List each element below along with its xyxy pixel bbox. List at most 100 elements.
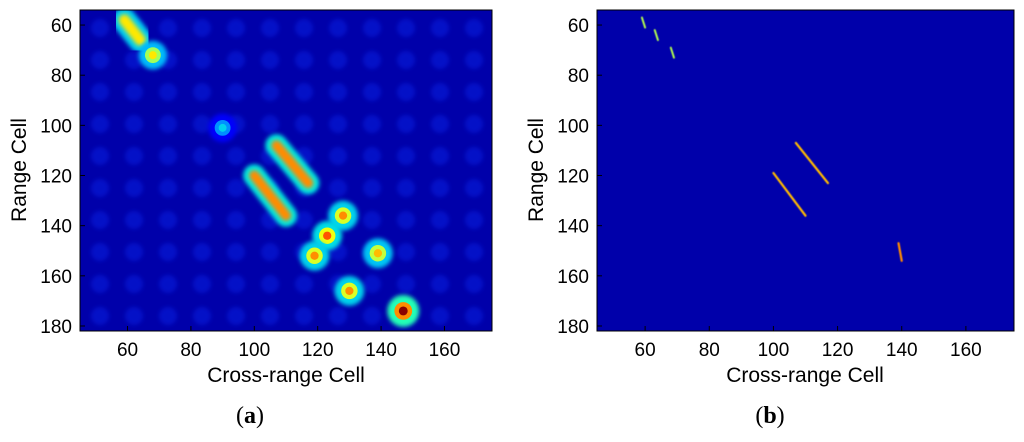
panel-a-sidelobe [397,83,415,101]
panel-a-point-core-6 [345,286,354,295]
panel-b-plot-area [597,10,1014,331]
panel-a-sidelobe [329,115,347,133]
panel-b-segment-5 [794,141,830,185]
panel-a-x-tick-label: 160 [429,340,461,361]
panel-a-sidelobe [397,51,415,69]
panel-a-sidelobe [125,275,143,293]
panel-a-point-core-2 [338,211,348,220]
panel-a-y-tick-label: 60 [51,16,72,37]
panel-a-point-core-0 [148,51,157,60]
panel-b-x-tick-label: 160 [950,340,982,361]
panel-b-ticks: 60 80 100 120 140 160 60 80 100 120 140 160 180 [557,16,981,361]
panel-b-segment-0 [640,16,647,29]
panel-a-sidelobe [431,83,449,101]
panel-a-sidelobe [465,147,483,165]
panel-a-sidelobe [193,179,211,197]
panel-a-sidelobe [227,211,245,229]
panel-a-sidelobe [193,307,211,325]
panel-a-sidelobe [363,275,381,293]
panel-a-sidelobe [193,275,211,293]
panel-a-sidelobe [227,19,245,37]
panel-a-sidelobe [261,243,279,261]
panel-b-x-tick-label: 100 [758,340,790,361]
panel-a-sidelobe [159,275,177,293]
panel-a-sidelobe [193,211,211,229]
panel-a-sidelobe [295,275,313,293]
panel-a-sidelobe [329,179,347,197]
panel-b-y-tick-label: 100 [557,116,589,137]
panel-a-sidelobe [397,275,415,293]
panel-b-y-tick-label: 120 [557,167,589,188]
panel-a-sidelobe [91,275,109,293]
panel-a-sidelobe [193,51,211,69]
panel-a-sidelobe [125,115,143,133]
panel-a-point-core-1 [218,123,227,132]
panel-b-x-axis-label: Cross-range Cell [726,364,884,387]
panel-a-sidelobe [397,115,415,133]
panel-a-sidelobe [91,115,109,133]
panel-a-sidelobe [363,83,381,101]
panel-b-x-tick-label: 80 [699,340,720,361]
panel-a-sidelobe [91,243,109,261]
panel-a-sidelobe [329,51,347,69]
panel-a-sidelobe [431,147,449,165]
panel-a-sidelobe [91,83,109,101]
panel-a-x-tick-label: 60 [117,340,138,361]
panel-a-sidelobe [329,147,347,165]
panel-a-sidelobe [431,275,449,293]
panel-a-y-tick-label: 120 [40,167,72,188]
panel-a-frame [79,9,493,332]
panel-a-sidelobe [295,83,313,101]
panel-a: 60 80 100 120 140 160 60 80 100 120 140 160 180 Cros… [8,9,493,429]
panel-a-sidelobe [91,51,109,69]
panel-b-y-tick-label: 60 [568,16,589,37]
panel-b-y-tick-label: 180 [557,317,589,338]
panel-a-point-core-5 [373,249,383,258]
panel-b-frame [596,9,1015,332]
panel-a-x-tick-label: 120 [302,340,334,361]
panel-a-sidelobe [363,179,381,197]
panel-a-sidelobe [91,307,109,325]
panel-a-sidelobe [159,83,177,101]
panel-a-sidelobe [193,243,211,261]
panel-a-sidelobe [261,307,279,325]
panel-a-x-axis-label: Cross-range Cell [207,364,365,387]
panel-a-sidelobe [125,243,143,261]
panel-a-sidelobe [329,307,347,325]
panel-a-y-tick-label: 160 [40,267,72,288]
panel-a-sidelobe [91,147,109,165]
panel-a-sidelobe [363,211,381,229]
panel-a-sidelobe [363,51,381,69]
panel-b-segment-9 [897,242,903,262]
panel-b-segment-2 [669,46,675,59]
panel-a-sidelobe [397,211,415,229]
panel-a-sidelobe [261,115,279,133]
panel-b-marks [640,16,926,325]
panel-a-segment-0 [118,14,146,46]
panel-a-sidelobe [261,83,279,101]
panel-a-point-core-3 [323,231,332,240]
panel-a-sidelobe [465,179,483,197]
panel-a-sidelobe [431,179,449,197]
panel-a-sidelobe [159,19,177,37]
panel-a-sidelobe [227,179,245,197]
panel-a-sidelobe [91,179,109,197]
panel-b-caption: (b) [755,403,784,429]
panel-a-y-tick-label: 140 [40,217,72,238]
panel-a-sidelobe [159,307,177,325]
panel-a-segment-1 [249,170,292,221]
panel-a-sidelobe [465,83,483,101]
panel-a-sidelobe [465,275,483,293]
panel-a-sidelobe [193,19,211,37]
panel-a-sidelobe [397,179,415,197]
panel-a-sidelobe [465,243,483,261]
panel-a-sidelobe [295,211,313,229]
panel-a-sidelobe [431,243,449,261]
panel-b-segment-4 [772,171,807,217]
panel-a-sidelobe [465,19,483,37]
panel-a-sidelobe [91,19,109,37]
panel-a-sidelobe [91,211,109,229]
panel-a-sidelobe [227,243,245,261]
panel-a-sidelobe [431,115,449,133]
panel-a-sidelobe [125,211,143,229]
